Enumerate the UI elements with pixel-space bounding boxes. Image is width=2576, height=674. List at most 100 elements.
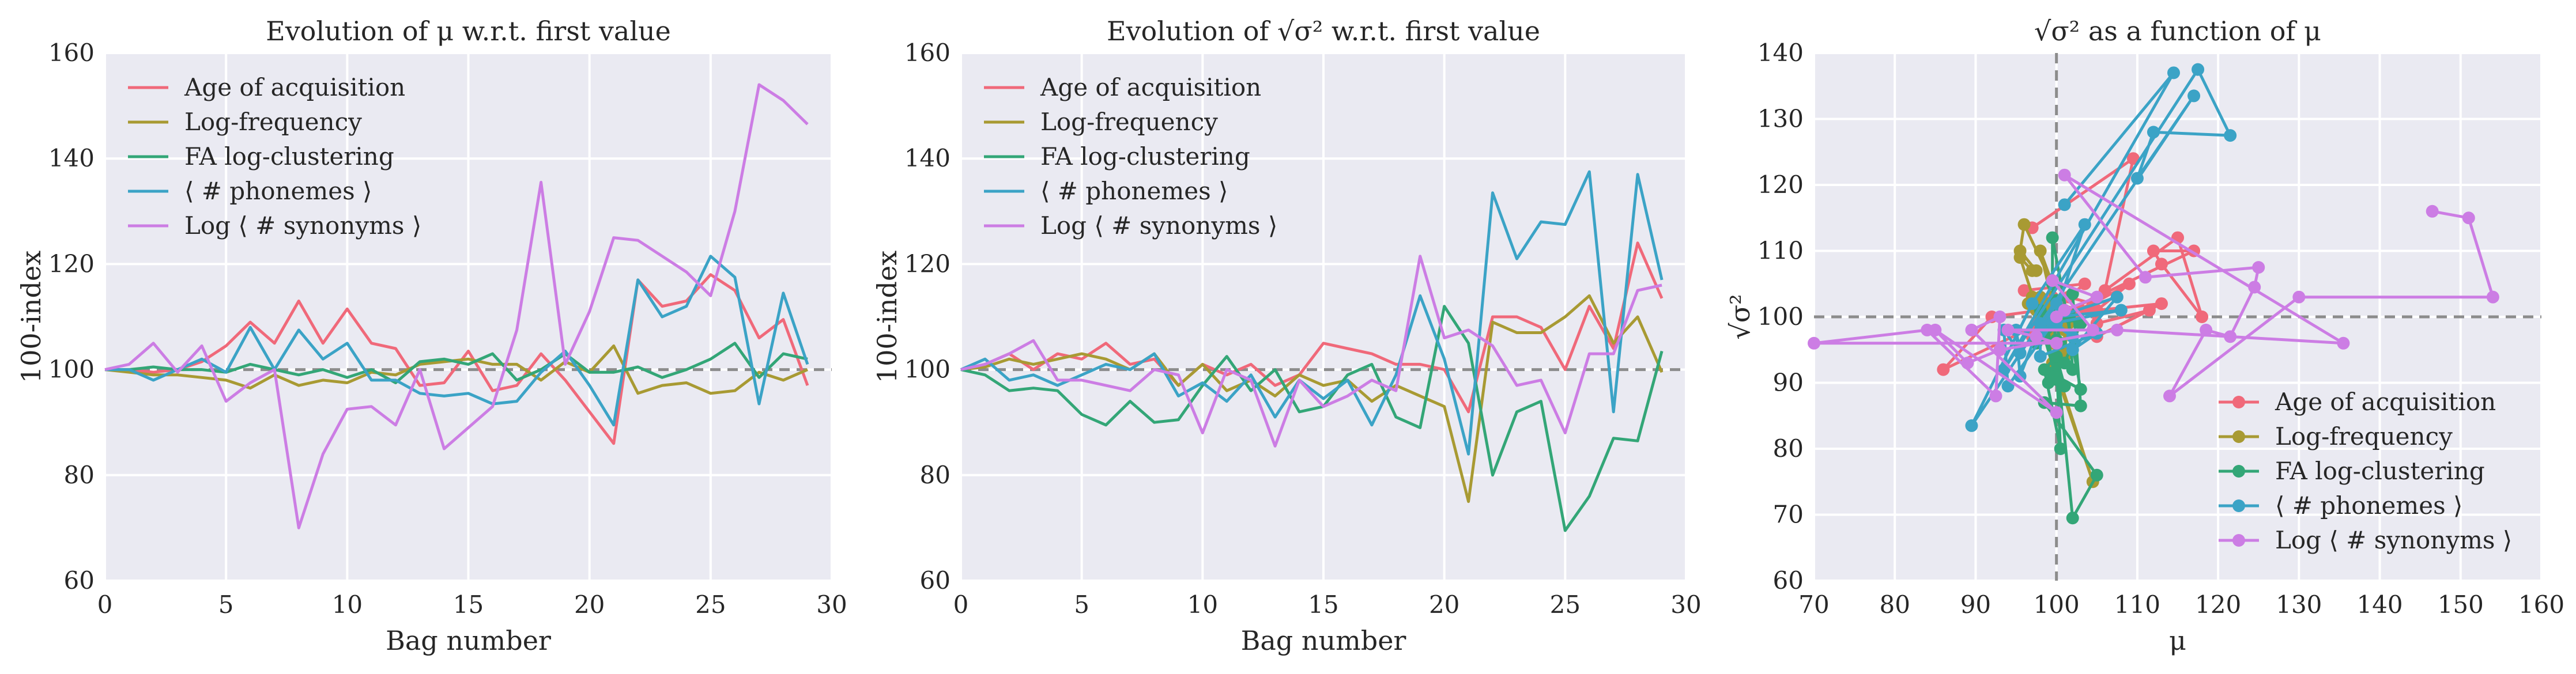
legend-label: FA log-clustering — [2275, 457, 2485, 485]
legend-label: Age of acquisition — [1040, 73, 1261, 101]
data-point — [2086, 323, 2099, 336]
series-line — [960, 255, 1662, 448]
legend-label: FA log-clustering — [184, 142, 394, 171]
data-point — [2163, 389, 2176, 403]
x-tick-label: 0 — [953, 590, 969, 619]
series-line — [960, 170, 1664, 456]
data-point — [2167, 66, 2180, 79]
data-point — [2074, 383, 2087, 396]
data-point — [2224, 129, 2237, 142]
data-point — [2187, 89, 2201, 103]
legend-label: Log-frequency — [1040, 108, 1218, 136]
series-1 — [960, 241, 1664, 414]
x-tick-label: 30 — [1670, 590, 1701, 619]
x-axis-label: Bag number — [1241, 625, 1406, 656]
x-tick-label: 15 — [453, 590, 484, 619]
legend-marker — [2232, 534, 2245, 547]
data-point — [2030, 330, 2043, 343]
y-tick-label: 130 — [1757, 105, 1804, 133]
data-point — [2486, 290, 2499, 304]
series-line — [960, 241, 1664, 414]
series-line — [960, 294, 1664, 503]
data-point — [2013, 346, 2027, 359]
data-point — [2462, 211, 2475, 225]
legend: Age of acquisition Log-frequency FA log-cl… — [2219, 388, 2512, 554]
data-point — [2026, 297, 2039, 311]
data-point — [2001, 323, 2015, 336]
chart-panel-2: 0 5 10 15 20 25 30 60 80 100 120 140 160 Evolution of… — [872, 16, 1702, 656]
data-point — [2038, 363, 2051, 376]
legend: Age of acquisition Log-frequency FA log-cl… — [128, 73, 421, 240]
data-point — [2155, 297, 2168, 311]
y-tick-label: 120 — [1757, 171, 1804, 199]
legend-label: Log ⟨ # synonyms ⟩ — [2275, 526, 2512, 554]
x-tick-label: 20 — [1429, 590, 1459, 619]
y-tick-label: 160 — [904, 39, 951, 67]
y-tick-label: 140 — [904, 144, 951, 172]
data-point — [2030, 264, 2043, 277]
x-tick-label: 0 — [97, 590, 113, 619]
y-tick-label: 140 — [1757, 39, 1804, 67]
x-tick-label: 140 — [2356, 590, 2402, 619]
chart-panel-1: 0 5 10 15 20 25 30 60 80 100 120 140 160 Evolution of… — [16, 16, 847, 656]
data-point — [2050, 350, 2063, 363]
legend-label: ⟨ # phonemes ⟩ — [184, 177, 372, 205]
x-tick-label: 100 — [2034, 590, 2080, 619]
x-tick-label: 130 — [2276, 590, 2322, 619]
legend-item-2: Log-frequency — [984, 108, 1218, 136]
series-3 — [960, 305, 1664, 532]
data-point — [2050, 336, 2063, 350]
data-point — [2066, 343, 2079, 357]
legend: Age of acquisition Log-frequency FA log-cl… — [984, 73, 1277, 240]
data-point — [2110, 323, 2124, 336]
legend-item-3: FA log-clustering — [128, 142, 394, 171]
data-point — [2074, 399, 2087, 412]
data-point — [1937, 363, 1950, 376]
data-point — [1808, 336, 1820, 350]
y-tick-label: 140 — [48, 144, 95, 172]
data-point — [2058, 198, 2071, 211]
x-tick-label: 70 — [1798, 590, 1829, 619]
series-2 — [960, 294, 1664, 503]
data-point — [2122, 277, 2136, 290]
data-point — [1965, 323, 1978, 336]
data-point — [2110, 290, 2124, 304]
x-tick-label: 80 — [1879, 590, 1910, 619]
data-point — [2292, 290, 2306, 304]
data-point — [2034, 317, 2047, 330]
legend-label: Age of acquisition — [2275, 388, 2496, 416]
data-point — [2114, 304, 2128, 317]
data-point — [2090, 468, 2103, 482]
data-point — [2147, 126, 2160, 139]
y-tick-label: 100 — [48, 355, 95, 384]
series-4 — [960, 170, 1664, 456]
x-tick-label: 110 — [2114, 590, 2160, 619]
legend-label: ⟨ # phonemes ⟩ — [1040, 177, 1228, 205]
legend-item-4: ⟨ # phonemes ⟩ — [2219, 491, 2462, 520]
data-point — [2147, 244, 2160, 258]
x-tick-label: 10 — [1187, 590, 1218, 619]
data-point — [1989, 389, 2002, 403]
x-tick-label: 150 — [2438, 590, 2484, 619]
legend-item-4: ⟨ # phonemes ⟩ — [128, 177, 372, 205]
x-tick-label: 15 — [1308, 590, 1338, 619]
series-line — [105, 255, 809, 427]
chart-title: Evolution of √σ² w.r.t. first value — [1107, 16, 1540, 47]
legend-label: Age of acquisition — [184, 73, 405, 101]
x-axis-label: Bag number — [386, 625, 551, 656]
series-line — [1812, 173, 2495, 414]
legend-item-5: Log ⟨ # synonyms ⟩ — [2219, 526, 2512, 554]
x-tick-label: 90 — [1960, 590, 1991, 619]
x-tick-label: 25 — [695, 590, 726, 619]
data-point — [1993, 311, 2007, 323]
y-tick-label: 90 — [1773, 369, 1804, 397]
legend-label: Log-frequency — [2275, 422, 2453, 450]
y-tick-label: 70 — [1773, 501, 1804, 529]
data-point — [2034, 350, 2047, 363]
legend-item-3: FA log-clustering — [984, 142, 1250, 171]
legend-marker — [2232, 430, 2245, 443]
y-axis-label: √σ² — [1725, 294, 1756, 339]
legend-label: FA log-clustering — [1040, 142, 1250, 171]
legend-item-5: Log ⟨ # synonyms ⟩ — [128, 211, 421, 240]
